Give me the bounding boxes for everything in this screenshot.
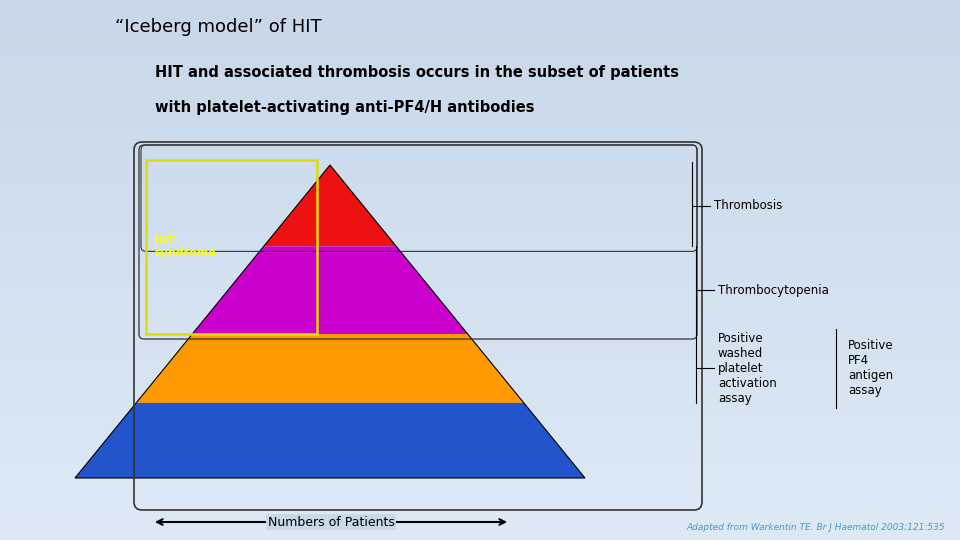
Polygon shape xyxy=(192,246,468,334)
Polygon shape xyxy=(136,334,524,403)
Text: HIT and associated thrombosis occurs in the subset of patients: HIT and associated thrombosis occurs in … xyxy=(155,65,679,80)
Text: Thrombosis: Thrombosis xyxy=(714,199,782,212)
Bar xyxy=(146,160,317,334)
Text: Adapted from Warkentin TE. Br J Haematol 2003;121:535: Adapted from Warkentin TE. Br J Haematol… xyxy=(686,523,945,532)
Text: Numbers of Patients: Numbers of Patients xyxy=(268,516,395,529)
Text: HIT
syndrome: HIT syndrome xyxy=(154,236,216,258)
Text: “Iceberg model” of HIT: “Iceberg model” of HIT xyxy=(115,18,322,36)
Text: Positive
washed
platelet
activation
assay: Positive washed platelet activation assa… xyxy=(718,332,777,405)
Text: with platelet-activating anti-PF4/H antibodies: with platelet-activating anti-PF4/H anti… xyxy=(155,100,535,115)
Text: Thrombocytopenia: Thrombocytopenia xyxy=(718,284,828,296)
Text: Positive
PF4
antigen
assay: Positive PF4 antigen assay xyxy=(848,340,894,397)
Polygon shape xyxy=(264,165,396,246)
Polygon shape xyxy=(75,403,585,478)
